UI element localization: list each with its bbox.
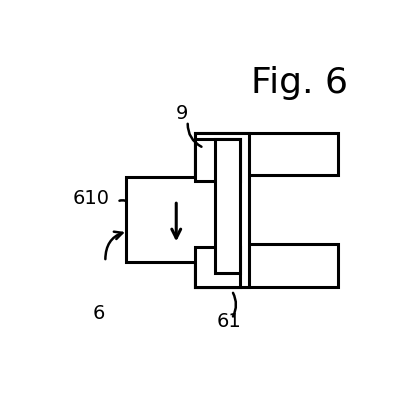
Bar xyxy=(215,139,240,273)
Bar xyxy=(196,244,338,286)
Text: 6: 6 xyxy=(93,304,105,323)
Text: Fig. 6: Fig. 6 xyxy=(251,65,348,99)
Bar xyxy=(196,132,249,286)
Text: 9: 9 xyxy=(176,104,188,123)
Bar xyxy=(196,139,240,181)
Bar xyxy=(126,177,226,262)
Text: 610: 610 xyxy=(73,189,110,208)
Text: 61: 61 xyxy=(216,312,241,331)
Bar xyxy=(196,132,338,175)
Bar xyxy=(196,247,240,286)
